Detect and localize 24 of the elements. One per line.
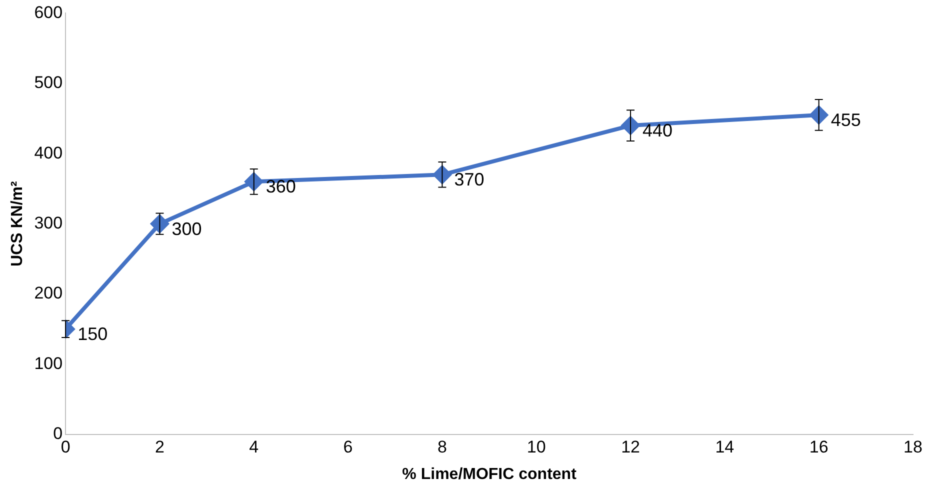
y-tick-label: 600	[34, 2, 63, 22]
y-axis-title: UCS KN/m²	[9, 181, 26, 266]
x-tick-label: 14	[715, 437, 734, 456]
x-axis-title: % Lime/MOFIC content	[402, 466, 578, 483]
y-tick-label: 500	[34, 73, 63, 92]
data-label: 300	[172, 218, 202, 239]
x-tick-label: 4	[249, 437, 259, 456]
data-label: 440	[642, 120, 673, 140]
y-tick-label: 100	[34, 354, 63, 373]
x-tick-label: 18	[904, 437, 922, 456]
y-tick-label: 200	[34, 284, 63, 303]
x-tick-label: 8	[437, 437, 447, 456]
data-label: 360	[266, 176, 296, 197]
data-label: 455	[830, 110, 861, 130]
x-tick-label: 10	[526, 437, 546, 456]
x-tick-label: 6	[343, 437, 353, 456]
x-tick-label: 16	[809, 437, 828, 456]
data-label: 370	[454, 170, 484, 190]
y-tick-label: 0	[53, 424, 63, 444]
y-tick-label: 300	[34, 213, 63, 232]
x-tick-label: 12	[621, 437, 640, 456]
x-tick-label: 2	[154, 437, 164, 456]
data-label: 150	[78, 324, 108, 344]
y-tick-label: 400	[34, 143, 63, 162]
